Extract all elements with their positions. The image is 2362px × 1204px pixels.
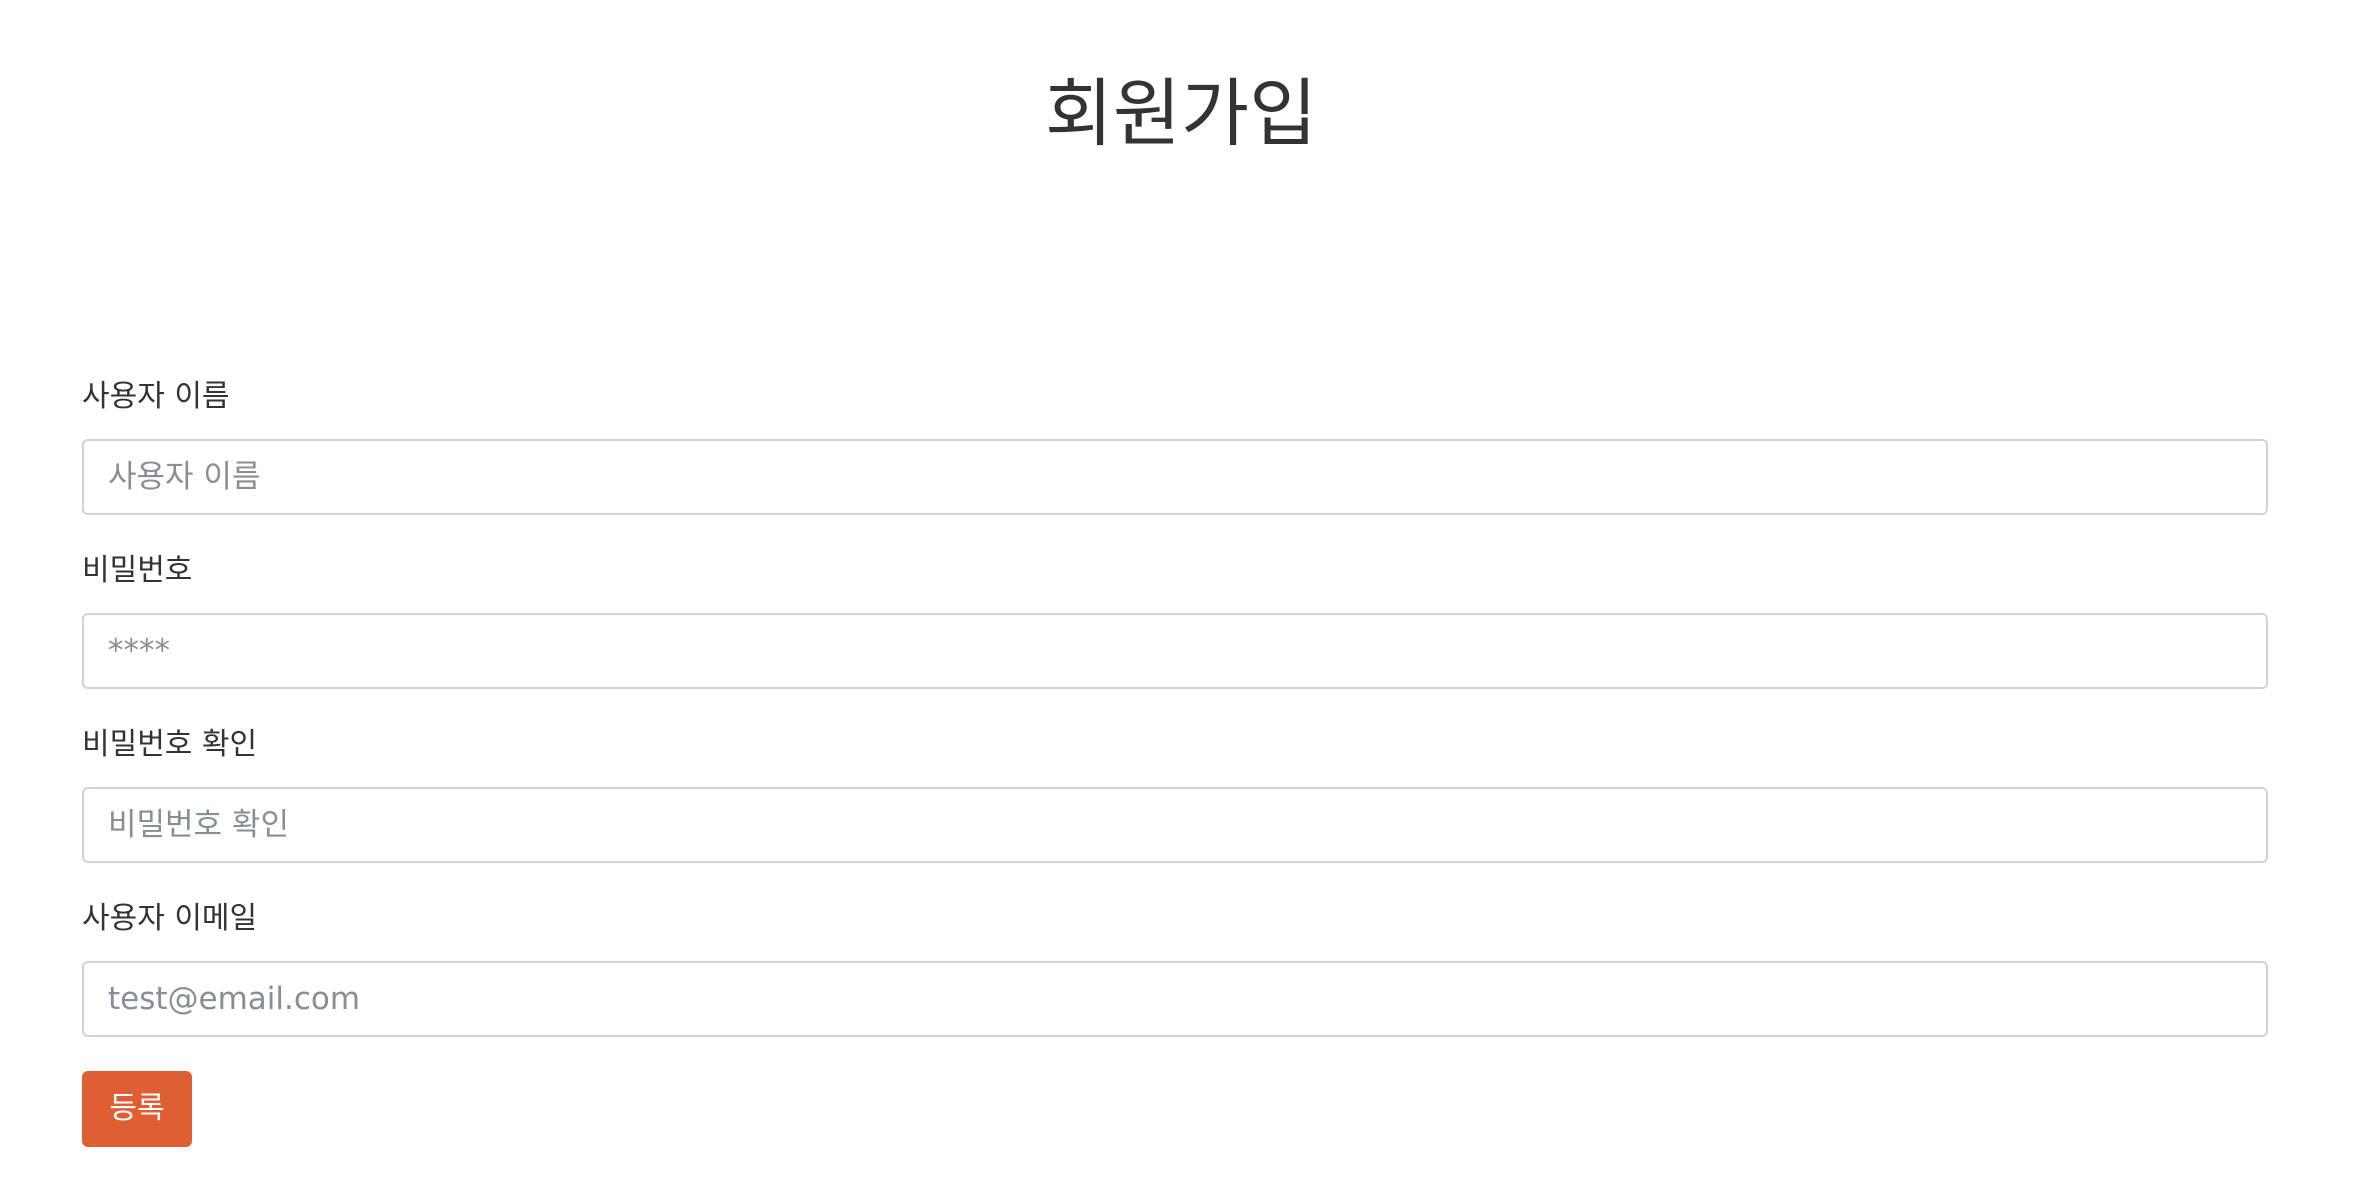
password-confirm-label: 비밀번호 확인	[82, 727, 258, 762]
email-input[interactable]	[82, 961, 2268, 1037]
password-input[interactable]	[82, 613, 2268, 689]
email-label: 사용자 이메일	[82, 901, 258, 936]
password-label: 비밀번호	[82, 553, 193, 588]
username-input[interactable]	[82, 439, 2268, 515]
password-confirm-input[interactable]	[82, 787, 2268, 863]
page-title: 회원가입	[1044, 71, 1318, 157]
username-label: 사용자 이름	[82, 379, 230, 414]
submit-button[interactable]: 등록	[82, 1071, 192, 1147]
